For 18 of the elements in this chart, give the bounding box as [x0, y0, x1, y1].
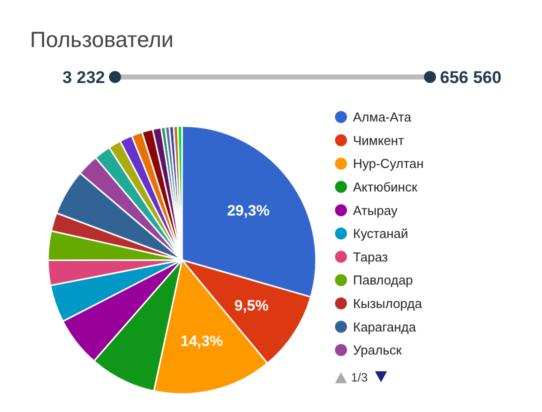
legend-label: Алма-Ата — [353, 110, 412, 125]
legend-label: Атырау — [353, 202, 398, 218]
legend-label: Павлодар — [353, 272, 413, 288]
data-label: 14,3% — [180, 332, 224, 350]
legend-label: Тараз — [353, 249, 388, 264]
legend-label: Актюбинск — [353, 179, 418, 194]
data-label: 29,3% — [227, 202, 270, 220]
data-label: 9,5% — [234, 298, 269, 315]
legend-label: Кустанай — [353, 226, 408, 242]
legend-label: Чимкент — [353, 132, 404, 148]
legend-label: Кызылорда — [353, 296, 423, 311]
text: 656 560 — [440, 68, 502, 87]
legend-label: Караганда — [353, 319, 417, 334]
legend-label: Уральск — [353, 342, 402, 358]
text: 1/3 — [351, 370, 368, 384]
chart-title: Пользователи — [30, 27, 174, 52]
text: 3 232 — [62, 68, 105, 87]
legend-label: Нур-Султан — [353, 156, 424, 172]
